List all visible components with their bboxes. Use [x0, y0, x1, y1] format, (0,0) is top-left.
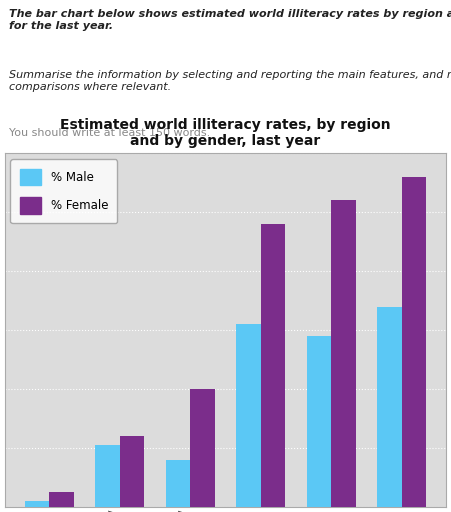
Text: The bar chart below shows estimated world illiteracy rates by region and by gend: The bar chart below shows estimated worl… — [9, 9, 451, 31]
Bar — [331, 201, 356, 507]
Bar — [25, 501, 49, 507]
Text: Summarise the information by selecting and reporting the main features, and make: Summarise the information by selecting a… — [9, 70, 451, 92]
Bar — [49, 492, 74, 507]
Bar — [190, 389, 215, 507]
Bar — [307, 336, 331, 507]
Bar — [95, 445, 120, 507]
Bar — [236, 324, 261, 507]
Legend: % Male, % Female: % Male, % Female — [10, 159, 118, 223]
Bar — [402, 177, 426, 507]
Title: Estimated world illiteracy rates, by region
and by gender, last year: Estimated world illiteracy rates, by reg… — [60, 118, 391, 148]
Bar — [377, 307, 402, 507]
Bar — [166, 460, 190, 507]
Text: You should write at least 150 words.: You should write at least 150 words. — [9, 127, 210, 138]
Bar — [120, 436, 144, 507]
Bar — [261, 224, 285, 507]
